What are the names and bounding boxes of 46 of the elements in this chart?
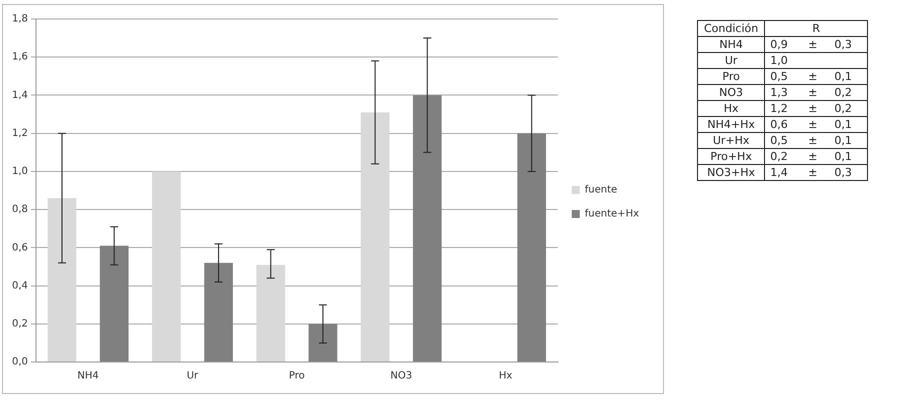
- x-tick-label: Ur: [186, 370, 200, 382]
- category-label: Pro: [698, 68, 765, 84]
- text: Condición: [698, 20, 765, 36]
- bar: [517, 133, 546, 362]
- bar: [412, 95, 442, 362]
- x-tick-label: Hx: [498, 370, 512, 382]
- x-tick-label: Pro: [288, 370, 305, 382]
- y-tick-label: 1,4: [12, 90, 28, 101]
- text: 0,2 ± 0,1: [770, 150, 852, 163]
- category-label: NH4: [698, 36, 765, 52]
- y-tick-label: 1,2: [12, 128, 28, 139]
- x-tick-label: NH4: [77, 370, 99, 382]
- y-tick-label: 0,2: [12, 318, 28, 330]
- category-label: NO3: [698, 84, 765, 100]
- category-label: NH4+Hx: [698, 116, 765, 132]
- text: 1,0: [770, 54, 788, 67]
- category-label: NO3+Hx: [698, 164, 765, 180]
- bar: [100, 246, 129, 362]
- category-label: Ur+Hx: [698, 132, 765, 148]
- legend-label: fuente+Hx: [584, 208, 640, 220]
- legend-label: fuente: [584, 184, 618, 196]
- category-label: Hx: [698, 100, 765, 116]
- x-tick-label: NO3: [390, 370, 412, 382]
- bar: [256, 264, 286, 362]
- y-tick-label: 0,6: [12, 242, 28, 254]
- category-label: Pro+Hx: [698, 148, 765, 164]
- text: 0,5 ± 0,1: [770, 134, 852, 147]
- bar: [48, 198, 76, 362]
- y-tick-label: 1,6: [12, 52, 28, 63]
- text: 0,5 ± 0,1: [770, 70, 852, 83]
- y-tick-label: 0,0: [12, 356, 28, 368]
- text: 1,4 ± 0,3: [770, 166, 852, 179]
- y-tick-label: 0,8: [12, 204, 28, 216]
- y-tick-label: 1,8: [12, 14, 28, 25]
- y-tick-label: 0,4: [12, 280, 28, 292]
- bar: [204, 262, 233, 362]
- bar: [360, 112, 390, 362]
- text: 0,9 ± 0,3: [770, 38, 852, 51]
- text: 0,6 ± 0,1: [770, 118, 852, 131]
- text: R: [764, 20, 868, 36]
- text: 1,2 ± 0,2: [770, 102, 852, 115]
- text: 1,3 ± 0,2: [770, 86, 852, 99]
- y-tick-label: 1,0: [12, 166, 28, 178]
- bar: [152, 171, 181, 362]
- category-label: Ur: [698, 52, 765, 68]
- bar: [308, 324, 338, 362]
